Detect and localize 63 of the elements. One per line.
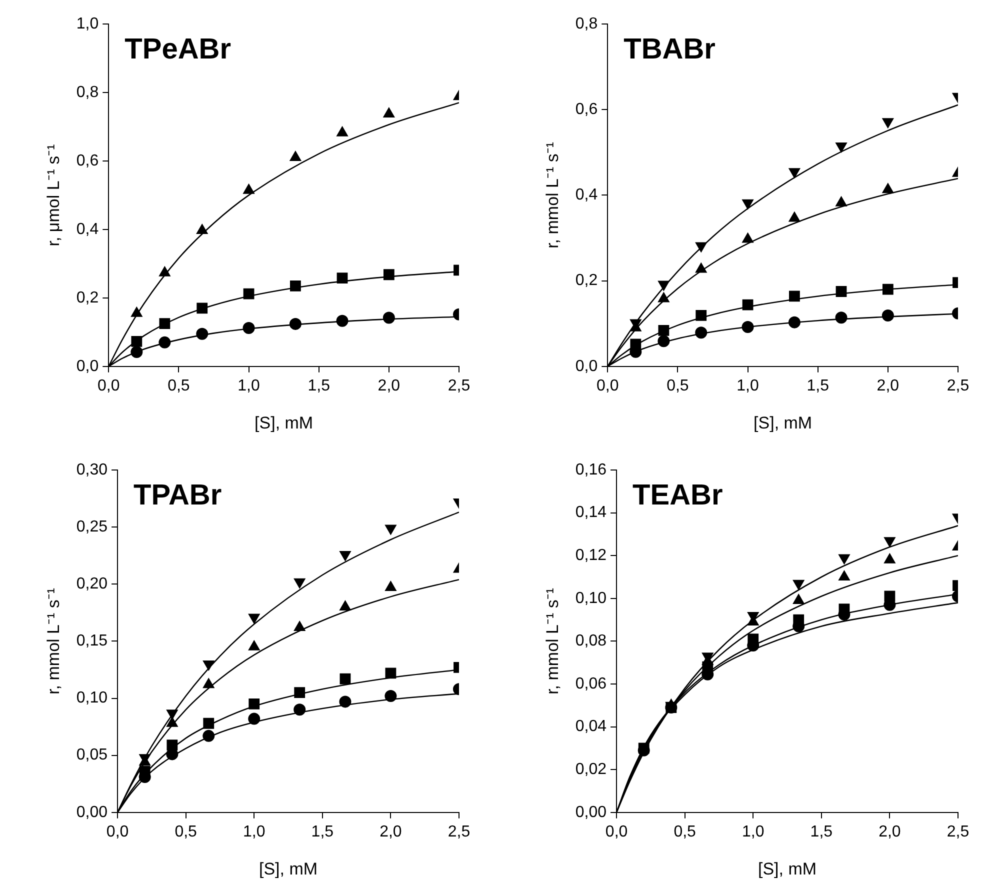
chart-title: TPABr	[134, 480, 222, 512]
y-axis-title: r, μmol L⁻¹ s⁻¹	[44, 144, 63, 246]
x-tick-label: 0,0	[98, 377, 120, 394]
y-tick-label: 0,2	[575, 272, 598, 290]
y-tick-label: 0,06	[575, 675, 607, 692]
x-tick-label: 2,0	[378, 377, 400, 394]
x-tick-label: 1,5	[308, 377, 330, 394]
x-tick-label: 0,5	[174, 823, 198, 840]
y-tick-label: 0,10	[76, 690, 108, 707]
y-tick-label: 0,4	[575, 186, 598, 204]
x-tick-label: 2,0	[380, 823, 402, 840]
x-tick-label: 1,5	[810, 823, 833, 840]
x-tick-label: 0,0	[106, 823, 129, 840]
x-axis-title: [S], mM	[754, 413, 812, 432]
y-tick-label: 0,6	[76, 152, 99, 170]
y-tick-label: 0,0	[76, 358, 99, 375]
x-axis-title: [S], mM	[758, 859, 817, 878]
y-tick-label: 0,2	[76, 289, 99, 306]
x-tick-label: 1,0	[736, 377, 760, 394]
chart-title: TPeABr	[124, 34, 231, 66]
y-tick-label: 0,0	[575, 358, 598, 375]
x-tick-label: 2,0	[878, 823, 901, 840]
x-tick-label: 0,5	[168, 377, 190, 394]
x-tick-label: 0,0	[605, 823, 628, 840]
y-tick-label: 0,25	[76, 518, 108, 536]
y-tick-label: 0,02	[575, 761, 607, 778]
x-tick-label: 1,0	[243, 823, 266, 840]
y-tick-label: 0,15	[76, 632, 108, 650]
x-tick-label: 0,5	[674, 823, 696, 840]
x-tick-label: 2,0	[876, 377, 900, 394]
x-tick-label: 2,5	[448, 377, 470, 394]
y-axis-title: r, mmol L⁻¹ s⁻¹	[44, 588, 63, 694]
y-tick-label: 0,10	[575, 590, 607, 607]
x-tick-label: 1,5	[806, 377, 830, 394]
chart-title: TEABr	[632, 480, 723, 512]
y-tick-label: 0,08	[575, 632, 607, 650]
y-tick-label: 0,05	[76, 746, 108, 764]
y-tick-label: 0,12	[575, 547, 607, 564]
x-tick-label: 1,0	[238, 377, 260, 394]
y-tick-label: 0,4	[76, 220, 99, 238]
x-tick-label: 2,5	[448, 823, 470, 840]
y-axis-title: r, mmol L⁻¹ s⁻¹	[542, 142, 562, 248]
y-tick-label: 0,6	[575, 101, 598, 118]
x-tick-label: 2,5	[946, 377, 970, 394]
y-tick-label: 0,16	[575, 461, 607, 478]
x-tick-label: 0,0	[596, 377, 619, 394]
x-tick-label: 0,5	[666, 377, 689, 394]
y-tick-label: 0,04	[575, 718, 607, 736]
y-tick-label: 1,0	[76, 15, 99, 32]
x-axis-title: [S], mM	[254, 413, 314, 432]
x-tick-label: 1,5	[311, 823, 334, 840]
x-tick-label: 2,5	[946, 823, 970, 840]
y-tick-label: 0,00	[76, 804, 108, 821]
y-tick-label: 0,14	[575, 504, 607, 522]
y-tick-label: 0,30	[76, 461, 108, 478]
y-tick-label: 0,8	[76, 84, 99, 101]
y-axis-title: r, mmol L⁻¹ s⁻¹	[542, 588, 562, 694]
y-tick-label: 0,00	[575, 804, 607, 821]
x-tick-label: 1,0	[742, 823, 764, 840]
y-tick-label: 0,20	[76, 576, 108, 593]
x-axis-title: [S], mM	[258, 859, 318, 878]
chart-title: TBABr	[624, 34, 716, 66]
y-tick-label: 0,8	[575, 15, 598, 32]
